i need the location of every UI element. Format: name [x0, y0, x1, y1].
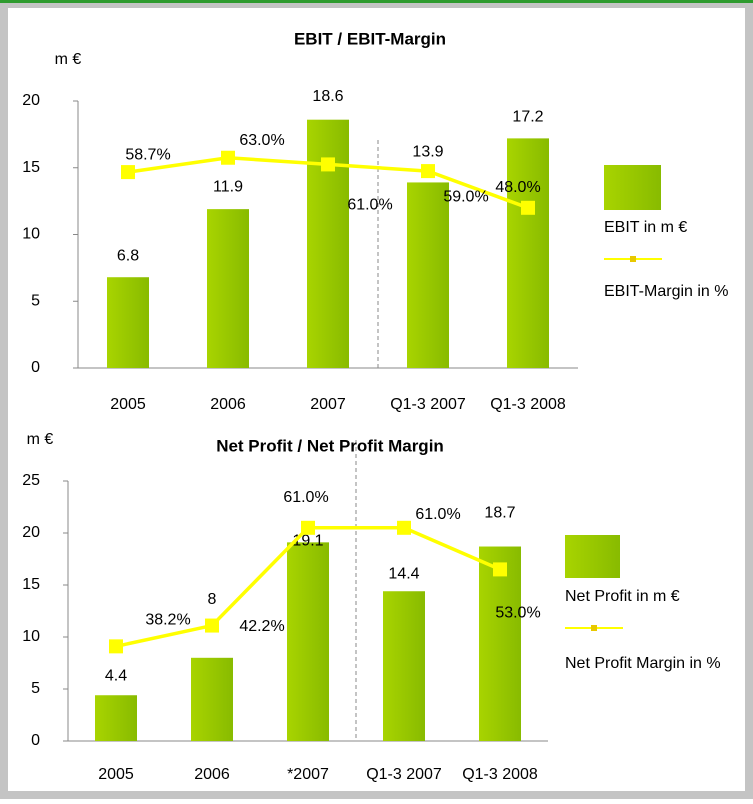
marker [397, 520, 411, 535]
legend-swatch [604, 165, 661, 210]
x-tick-label: 2006 [194, 766, 230, 783]
data-label: 4.4 [105, 667, 127, 684]
chart-title: Net Profit / Net Profit Margin [216, 436, 444, 455]
marker [421, 164, 435, 179]
x-tick-label: Q1-3 2007 [366, 766, 442, 783]
axis-unit: m € [27, 431, 54, 448]
y-tick-label: 25 [22, 472, 40, 489]
legend-text: EBIT in m € [604, 219, 688, 236]
data-label: 63.0% [239, 132, 284, 149]
x-tick-label: Q1-3 2007 [390, 396, 466, 413]
data-label: 61.0% [283, 489, 328, 506]
data-label: 18.6 [312, 88, 343, 105]
marker [205, 618, 219, 633]
x-tick-label: 2006 [210, 396, 246, 413]
y-tick-label: 10 [22, 628, 40, 645]
data-label: 11.9 [213, 178, 243, 195]
data-label: 53.0% [495, 605, 540, 622]
data-label: 48.0% [495, 179, 540, 196]
legend-label: Net Profit Margin in % [565, 655, 721, 672]
marker [521, 200, 535, 215]
bar [191, 657, 233, 741]
legend-text: Net Profit Margin in % [565, 655, 721, 672]
x-tick-label: 2007 [310, 396, 346, 413]
chart-title: EBIT / EBIT-Margin [294, 29, 446, 48]
bar [207, 209, 249, 368]
bar [307, 119, 349, 368]
y-tick-label: 15 [22, 159, 40, 176]
axis-unit: m € [55, 51, 82, 68]
bar [407, 182, 449, 368]
y-tick-label: 0 [31, 732, 40, 749]
legend-marker [630, 256, 636, 262]
legend-swatch [565, 535, 620, 578]
legend-label: Net Profit in m € [565, 588, 680, 605]
data-label: 58.7% [125, 146, 170, 163]
bar [95, 695, 137, 741]
data-label: 8 [208, 591, 217, 608]
top-stripe [0, 0, 753, 3]
x-tick-label: Q1-3 2008 [490, 396, 566, 413]
data-label: 59.0% [443, 188, 488, 205]
data-label: 61.0% [415, 506, 460, 523]
x-tick-label: *2007 [287, 766, 329, 783]
legend-label: EBIT in m € [604, 219, 688, 236]
legend-label: EBIT-Margin in % [604, 283, 729, 300]
legend-text: Net Profit in m € [565, 588, 680, 605]
data-label: 42.2% [239, 618, 284, 635]
marker [301, 520, 315, 535]
panel [8, 8, 745, 791]
y-tick-label: 20 [22, 524, 40, 541]
marker [121, 165, 135, 180]
marker [321, 157, 335, 172]
legend-marker [591, 625, 597, 631]
bar [479, 546, 521, 741]
y-tick-label: 20 [22, 92, 40, 109]
marker [493, 562, 507, 577]
legend-text: EBIT-Margin in % [604, 283, 729, 300]
y-tick-label: 5 [31, 680, 40, 697]
x-tick-label: 2005 [110, 396, 146, 413]
data-label: 6.8 [117, 247, 139, 264]
data-label: 38.2% [145, 612, 190, 629]
data-label: 17.2 [512, 109, 543, 126]
bar [107, 277, 149, 368]
bar [383, 591, 425, 741]
data-label: 13.9 [412, 144, 443, 161]
x-tick-label: 2005 [98, 766, 134, 783]
y-tick-label: 5 [31, 292, 40, 309]
data-label: 18.7 [484, 505, 515, 522]
data-label: 61.0% [347, 197, 392, 214]
data-label: 14.4 [388, 565, 419, 582]
marker [109, 639, 123, 654]
bar [287, 542, 329, 741]
x-tick-label: Q1-3 2008 [462, 766, 538, 783]
y-tick-label: 0 [31, 359, 40, 376]
y-tick-label: 15 [22, 576, 40, 593]
y-tick-label: 10 [22, 226, 40, 243]
marker [221, 150, 235, 165]
bar [507, 138, 549, 368]
